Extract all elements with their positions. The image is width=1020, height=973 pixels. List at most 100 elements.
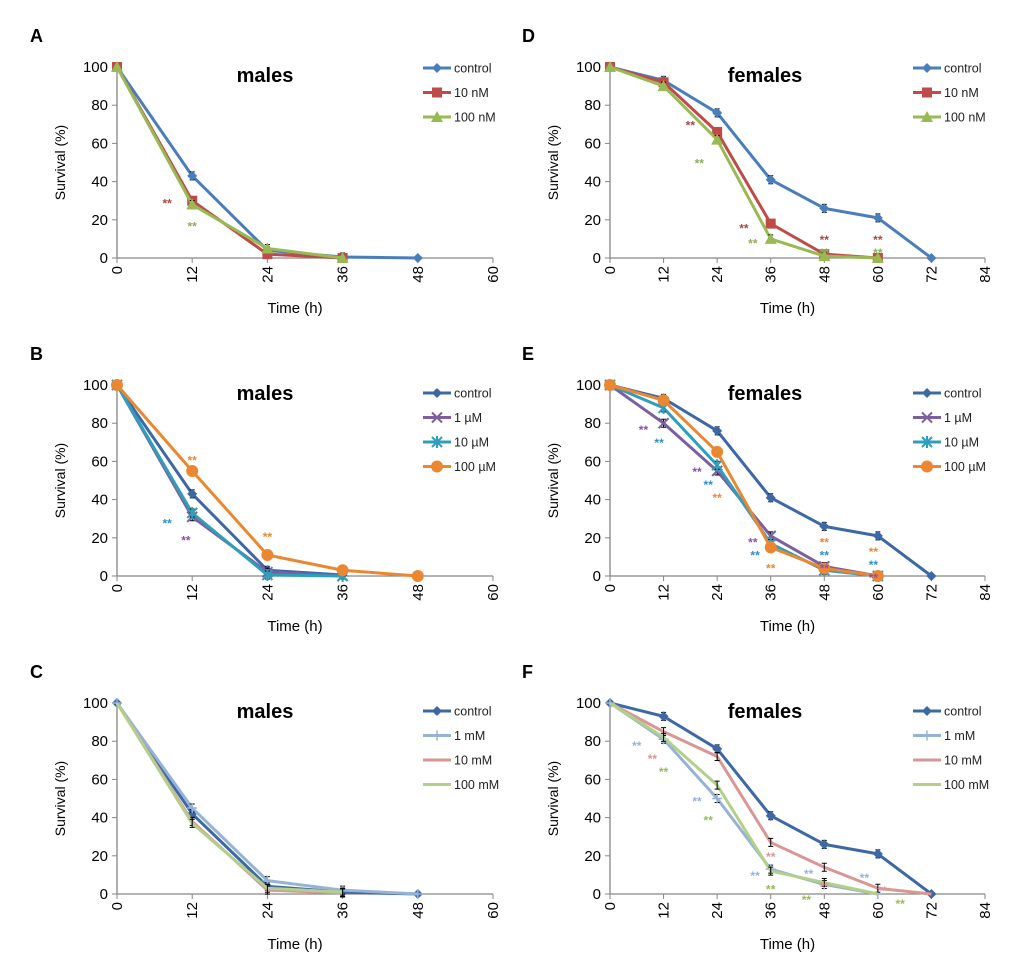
panel-d: D 0 20 40 60 80 100 0 12 24 36 48 60 72 84 Survival (%)… — [510, 0, 1020, 318]
diamond-marker — [187, 170, 198, 181]
chart-svg: E 0 20 40 60 80 100 0 12 24 36 48 60 72 84 Survival (%)… — [522, 344, 994, 635]
significance-annotation: ** — [748, 237, 758, 251]
legend-label: 100 nM — [454, 111, 496, 125]
circle-marker — [111, 379, 123, 391]
x-tick-label: 24 — [709, 902, 726, 919]
significance-annotation: ** — [648, 752, 658, 766]
y-tick-label: 0 — [100, 250, 108, 267]
diamond-marker — [412, 253, 423, 263]
x-tick-label: 60 — [870, 584, 887, 601]
plus-marker — [412, 889, 423, 899]
legend-label: 1 mM — [454, 729, 485, 743]
y-axis-label: Survival (%) — [52, 761, 68, 836]
diamond-marker — [819, 839, 830, 850]
y-tick-label: 100 — [576, 59, 601, 76]
diamond-marker — [765, 174, 776, 185]
series-3 — [111, 379, 424, 582]
panel-c: C 0 20 40 60 80 100 0 12 24 36 48 60 Survival (%) Time… — [0, 636, 510, 954]
legend-item: control — [913, 62, 982, 76]
x-tick-label: 36 — [763, 584, 780, 601]
significance-annotation: ** — [692, 465, 702, 479]
y-tick-label: 80 — [91, 97, 108, 114]
x-axis-label: Time (h) — [760, 936, 815, 953]
legend-label: 10 mM — [944, 754, 982, 768]
square-marker — [262, 249, 273, 260]
chart-title: males — [237, 65, 294, 87]
series-line — [609, 65, 933, 260]
y-tick-label: 80 — [91, 415, 108, 432]
circle-marker — [921, 460, 933, 473]
significance-annotation: ** — [802, 893, 812, 907]
triangle-marker — [921, 111, 933, 122]
panel-label: F — [522, 662, 533, 682]
panel-a: A 0 20 40 60 80 100 0 12 24 36 48 60 Survival (%) Time… — [0, 0, 510, 318]
x-marker — [431, 411, 443, 424]
diamond-marker — [432, 63, 442, 73]
diamond-marker — [872, 212, 883, 223]
significance-annotation: ** — [820, 233, 830, 247]
x-tick-label: 36 — [763, 902, 780, 919]
significance-annotation: ** — [820, 562, 830, 576]
legend-label: 10 nM — [454, 86, 489, 100]
y-tick-label: 0 — [593, 886, 601, 903]
x-tick-label: 48 — [816, 266, 833, 283]
star-marker — [431, 436, 443, 448]
y-axis-label: Survival (%) — [545, 443, 561, 518]
significance-annotation: ** — [766, 882, 776, 896]
x-tick-label: 0 — [602, 584, 619, 592]
legend-item: 10 nM — [913, 86, 979, 100]
triangle-marker — [261, 242, 274, 254]
series-line — [609, 65, 878, 260]
x-tick-label: 60 — [485, 902, 502, 919]
series-line — [115, 702, 343, 895]
significance-annotation: ** — [654, 436, 664, 450]
x-tick-label: 12 — [656, 902, 673, 919]
square-marker — [922, 87, 932, 98]
square-marker — [765, 218, 776, 229]
legend-label: control — [454, 387, 492, 401]
triangle-marker — [764, 232, 777, 244]
series-0 — [605, 698, 937, 899]
significance-annotation: ** — [820, 880, 830, 894]
y-tick-label: 80 — [584, 97, 601, 114]
square-marker — [432, 87, 442, 98]
series-0 — [112, 380, 348, 581]
legend-item: 10 nM — [423, 86, 489, 100]
circle-marker — [411, 570, 424, 582]
x-tick-label: 60 — [485, 584, 502, 601]
y-tick-label: 60 — [91, 453, 108, 470]
series-3 — [609, 701, 879, 896]
series-1 — [604, 379, 884, 582]
chart-title: males — [237, 383, 294, 405]
star-marker — [921, 436, 933, 448]
x-tick-label: 36 — [335, 584, 352, 601]
series-line — [115, 66, 418, 260]
y-tick-label: 40 — [91, 492, 108, 509]
panel-label: D — [522, 26, 535, 46]
x-tick-label: 84 — [977, 902, 994, 919]
legend-label: control — [944, 62, 982, 76]
diamond-marker — [922, 388, 932, 398]
series-line — [115, 702, 418, 896]
triangle-marker — [111, 61, 123, 72]
y-tick-label: 0 — [593, 568, 601, 585]
legend-item: 10 mM — [423, 754, 492, 768]
significance-annotation: ** — [188, 453, 198, 467]
significance-annotation: ** — [686, 118, 696, 132]
series-line — [115, 702, 343, 894]
series-line — [115, 384, 418, 578]
legend-item: 100 µM — [913, 460, 986, 474]
series-line — [115, 384, 343, 578]
series-line — [609, 383, 879, 578]
legend-label: 100 mM — [454, 778, 499, 792]
chart-svg: A 0 20 40 60 80 100 0 12 24 36 48 60 Survival (%) Time… — [30, 26, 502, 317]
diamond-marker — [926, 571, 937, 581]
triangle-marker — [336, 252, 349, 263]
legend-label: control — [454, 705, 492, 719]
legend-label: 100 µM — [944, 460, 986, 474]
legend-label: control — [454, 62, 492, 76]
significance-annotation: ** — [692, 794, 702, 808]
error-bar — [714, 751, 720, 761]
y-tick-label: 60 — [91, 135, 108, 152]
y-tick-label: 40 — [91, 174, 108, 191]
